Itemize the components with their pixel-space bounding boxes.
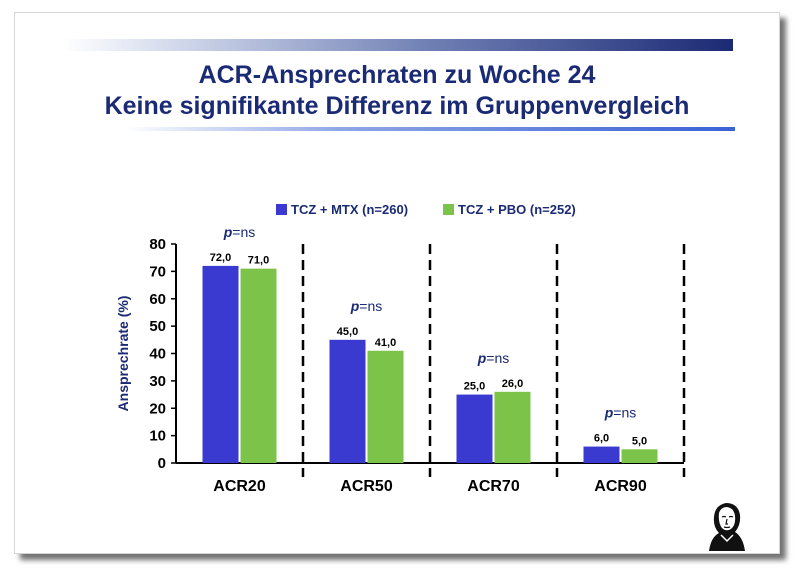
p-value-annotation: p=ns bbox=[477, 350, 510, 366]
bar-tcz-mtx bbox=[329, 339, 366, 463]
goethe-portrait-icon bbox=[709, 503, 745, 551]
bar-value-label: 26,0 bbox=[502, 378, 523, 390]
legend-entry: TCZ + PBO (n=252) bbox=[458, 202, 576, 217]
legend-swatch bbox=[443, 204, 454, 215]
y-tick-label: 70 bbox=[149, 263, 166, 280]
p-value-annotation: p=ns bbox=[350, 298, 383, 314]
x-tick-label: ACR90 bbox=[594, 478, 647, 495]
bar-value-label: 6,0 bbox=[594, 433, 609, 445]
y-tick-label: 60 bbox=[149, 291, 166, 308]
x-tick-label: ACR20 bbox=[213, 478, 266, 495]
x-tick-label: ACR70 bbox=[467, 478, 520, 495]
y-tick-label: 50 bbox=[149, 318, 166, 335]
bar-value-label: 25,0 bbox=[464, 381, 485, 393]
bar-tcz-pbo bbox=[240, 268, 277, 463]
bar-tcz-mtx bbox=[456, 394, 493, 463]
bar-value-label: 5,0 bbox=[632, 435, 647, 447]
legend-entry: TCZ + MTX (n=260) bbox=[291, 202, 408, 217]
bar-tcz-pbo bbox=[621, 449, 658, 463]
p-value-annotation: p=ns bbox=[604, 405, 637, 421]
bar-value-label: 45,0 bbox=[337, 326, 358, 338]
y-tick-label: 0 bbox=[158, 455, 166, 472]
y-tick-label: 20 bbox=[149, 400, 166, 417]
bar-tcz-pbo bbox=[494, 391, 531, 463]
slide-title-line1: ACR-Ansprechraten zu Woche 24 bbox=[198, 61, 596, 89]
y-axis-label: Ansprechrate (%) bbox=[115, 296, 131, 412]
bar-value-label: 71,0 bbox=[248, 255, 269, 267]
title-underline-rule bbox=[125, 127, 735, 131]
top-decorative-rule bbox=[63, 39, 733, 51]
legend-swatch bbox=[276, 204, 287, 215]
slide-title-line2: Keine signifikante Differenz im Gruppenv… bbox=[104, 92, 690, 120]
y-tick-label: 10 bbox=[149, 428, 166, 445]
x-tick-label: ACR50 bbox=[340, 478, 393, 495]
p-value-annotation: p=ns bbox=[223, 224, 256, 240]
y-tick-label: 30 bbox=[149, 373, 166, 390]
y-tick-label: 80 bbox=[149, 236, 166, 253]
bar-tcz-pbo bbox=[367, 350, 404, 463]
bar-tcz-mtx bbox=[583, 446, 620, 463]
bar-value-label: 72,0 bbox=[210, 252, 231, 264]
bar-value-label: 41,0 bbox=[375, 337, 396, 349]
y-tick-label: 40 bbox=[149, 346, 166, 363]
bar-tcz-mtx bbox=[202, 265, 239, 463]
